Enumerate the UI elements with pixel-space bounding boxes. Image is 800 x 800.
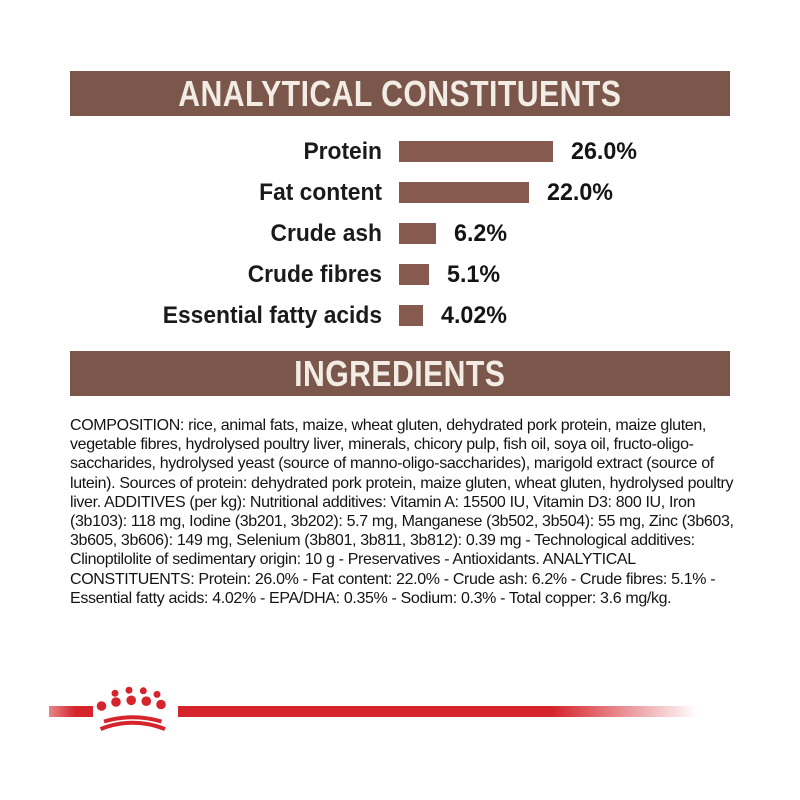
constituent-label: Fat content (259, 178, 382, 206)
chart-row: Crude ash 6.2% (70, 213, 750, 254)
constituent-value: 5.1% (447, 260, 501, 288)
constituent-bar (399, 182, 530, 203)
constituent-bar (399, 305, 423, 326)
constituent-label: Crude ash (270, 219, 382, 247)
constituent-value: 4.02% (440, 301, 507, 329)
ingredients-banner: INGREDIENTS (70, 351, 730, 396)
composition-text: COMPOSITION: rice, animal fats, maize, w… (70, 417, 734, 607)
royal-canin-crown-icon (96, 686, 166, 731)
constituent-label: Protein (303, 137, 382, 165)
chart-row: Fat content 22.0% (70, 172, 750, 213)
analytical-constituents-chart: Protein 26.0% Fat content 22.0% Crude ash 6.2… (70, 131, 750, 336)
constituent-label: Crude fibres (247, 260, 382, 288)
analytical-constituents-banner: ANALYTICAL CONSTITUENTS (70, 71, 730, 116)
constituent-value: 22.0% (547, 178, 614, 206)
ingredients-title: INGREDIENTS (294, 352, 506, 394)
chart-row: Protein 26.0% (70, 131, 750, 172)
constituent-bar (399, 141, 553, 162)
brand-divider-line-left (49, 706, 93, 717)
constituent-label: Essential fatty acids (162, 301, 382, 329)
analytical-constituents-title: ANALYTICAL CONSTITUENTS (178, 72, 622, 114)
constituent-bar (399, 223, 436, 244)
chart-row: Crude fibres 5.1% (70, 254, 750, 295)
chart-row: Essential fatty acids 4.02% (70, 295, 750, 336)
constituent-value: 26.0% (570, 137, 637, 165)
constituent-bar (399, 264, 430, 285)
brand-divider-line-right (178, 706, 697, 717)
constituent-value: 6.2% (453, 219, 507, 247)
